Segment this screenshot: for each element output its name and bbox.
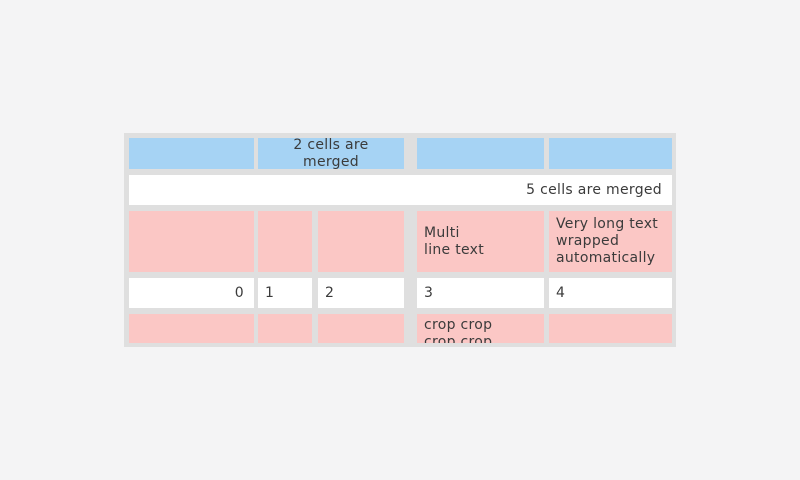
table-cell-r3c2[interactable] [258, 211, 312, 272]
table-cell-r3c5[interactable]: Very long text wrapped automatically [549, 211, 672, 272]
table-cell-r4c3[interactable]: 2 [318, 278, 404, 308]
table-cell-r5c3[interactable] [318, 314, 404, 343]
table-cell-r1c5[interactable] [549, 138, 672, 169]
table-cell-r5c4[interactable]: crop crop crop crop [417, 314, 544, 343]
table-cell-r3c1[interactable] [129, 211, 254, 272]
table-cell-r1c1[interactable] [129, 138, 254, 169]
table-cell-r5c5[interactable] [549, 314, 672, 343]
table-cell-r3c4[interactable]: Multi line text [417, 211, 544, 272]
table-cell-r5c2[interactable] [258, 314, 312, 343]
table-cell-r1c4[interactable] [417, 138, 544, 169]
table-widget: 2 cells are merged 5 cells are merged Mu… [124, 133, 676, 347]
table-cell-r5c1[interactable] [129, 314, 254, 343]
table-cell-r3c3[interactable] [318, 211, 404, 272]
table-cell-r4c1[interactable]: 0 [129, 278, 254, 308]
table-cell-r1-merged[interactable]: 2 cells are merged [258, 138, 404, 169]
table-cell-r2-merged[interactable]: 5 cells are merged [129, 175, 672, 205]
table-cell-r4c4[interactable]: 3 [417, 278, 544, 308]
table-cell-r4c5[interactable]: 4 [549, 278, 672, 308]
table-cell-r4c2[interactable]: 1 [258, 278, 312, 308]
